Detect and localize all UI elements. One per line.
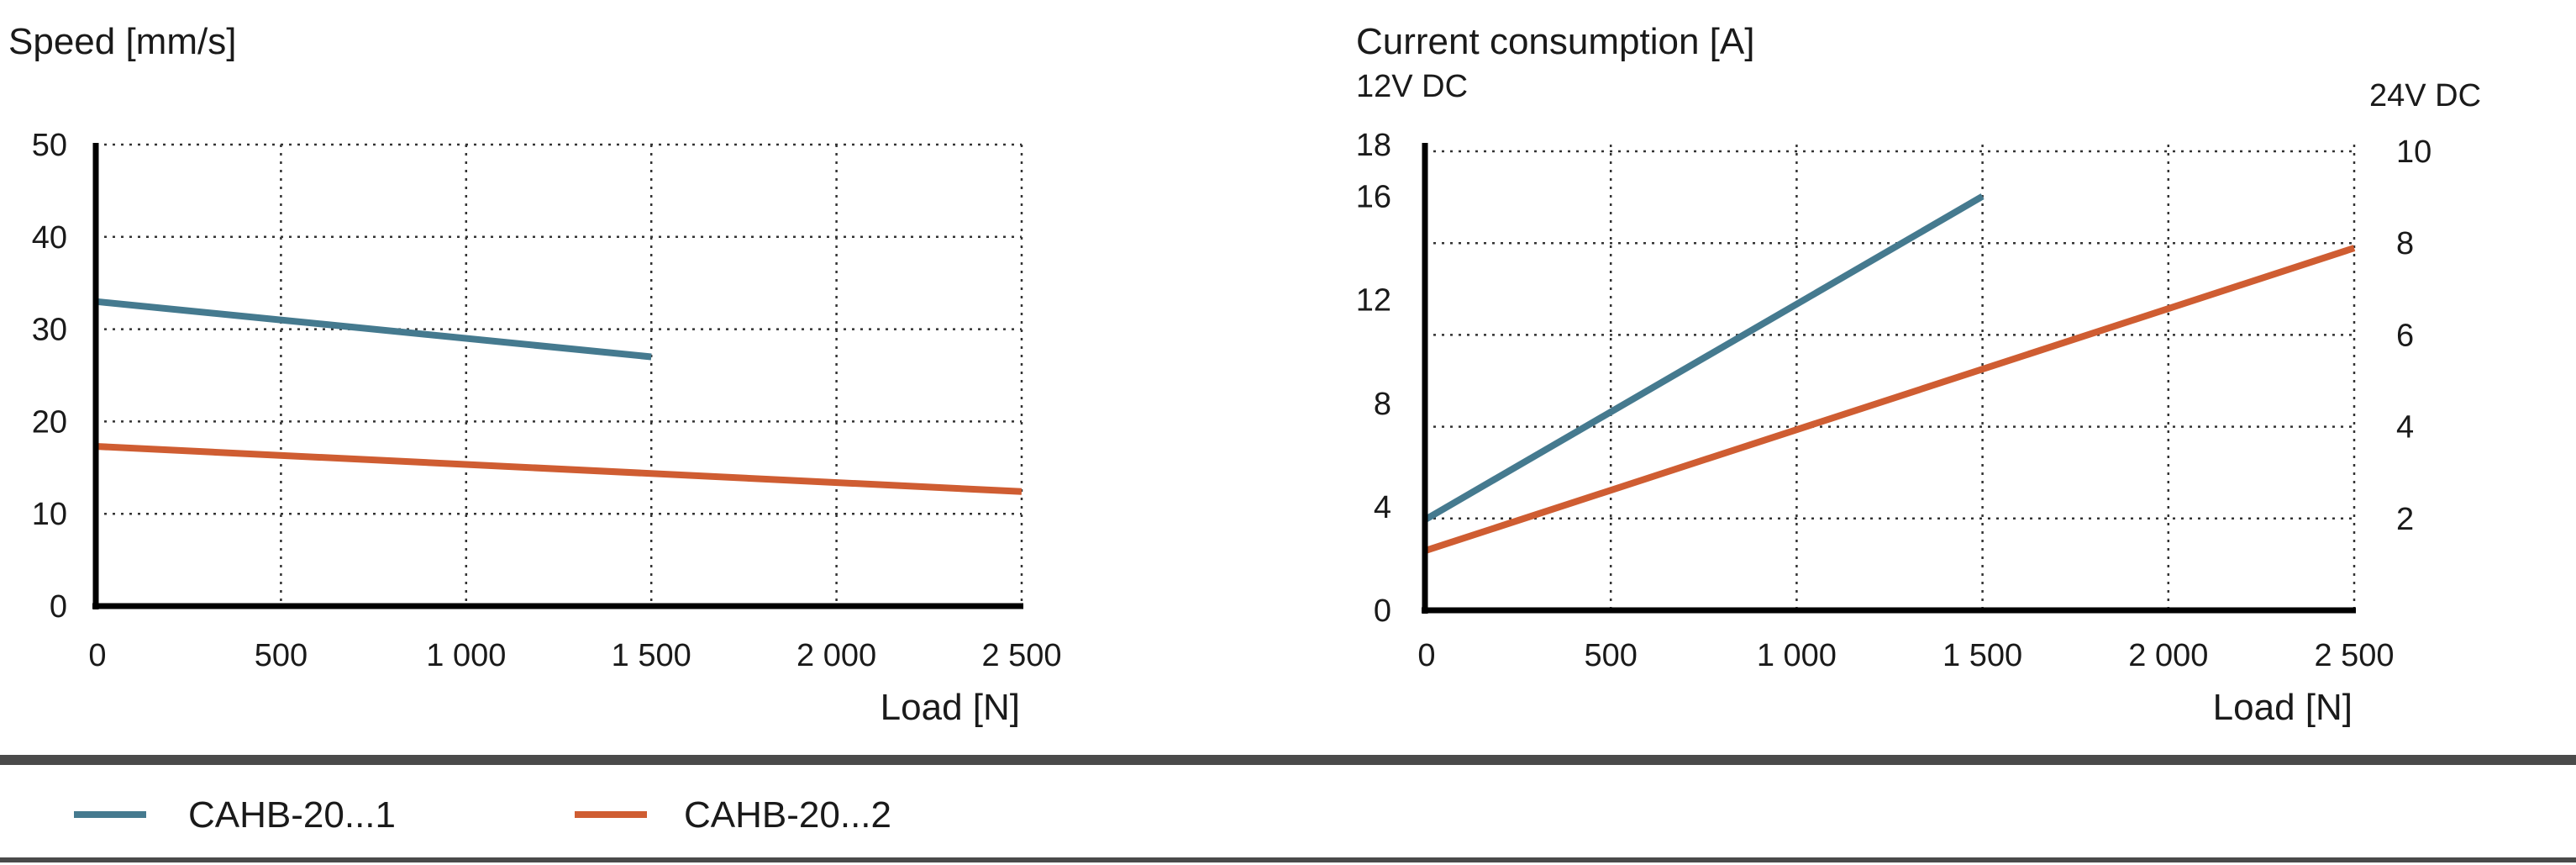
speed-x-tick-label: 500 bbox=[255, 638, 308, 673]
current-x-tick-label: 2 500 bbox=[2314, 638, 2394, 673]
current-right-y-tick-label: 4 bbox=[2396, 410, 2414, 446]
speed-y-tick-label: 30 bbox=[32, 313, 67, 348]
speed-chart-yticks: 0 10 20 30 40 50 bbox=[32, 128, 67, 625]
speed-x-tick-label: 0 bbox=[88, 638, 106, 673]
current-right-y-tick-label: 10 bbox=[2396, 134, 2431, 170]
speed-x-tick-label: 1 000 bbox=[426, 638, 506, 673]
speed-y-tick-label: 10 bbox=[32, 497, 67, 532]
speed-chart: Speed [mm/s] 0 10 20 30 40 50 0 500 1 000 1 500 2… bbox=[8, 21, 1062, 728]
current-x-axis-title: Load [N] bbox=[2213, 687, 2353, 728]
legend: CAHB-20...1 CAHB-20...2 bbox=[0, 755, 2576, 862]
legend-label-series-2: CAHB-20...2 bbox=[684, 794, 891, 836]
speed-y-tick-label: 40 bbox=[32, 220, 67, 256]
current-left-y-tick-label: 16 bbox=[1356, 180, 1391, 215]
current-chart-series bbox=[1422, 193, 2356, 555]
current-left-unit-label: 12V DC bbox=[1356, 69, 1468, 104]
speed-y-tick-label: 0 bbox=[50, 589, 67, 625]
speed-chart-axes bbox=[92, 143, 1023, 609]
speed-x-tick-label: 2 000 bbox=[796, 638, 876, 673]
current-series-line-2 bbox=[1423, 245, 2356, 555]
speed-series-line-2 bbox=[95, 443, 1023, 495]
current-chart-title: Current consumption [A] bbox=[1356, 21, 1754, 62]
speed-series-line-1 bbox=[95, 298, 652, 361]
speed-chart-series bbox=[95, 298, 1023, 495]
current-right-y-tick-label: 2 bbox=[2396, 502, 2414, 537]
speed-x-tick-label: 2 500 bbox=[981, 638, 1061, 673]
current-right-unit-label: 24V DC bbox=[2369, 78, 2481, 113]
current-chart-yticks-right: 2 4 6 8 10 bbox=[2396, 134, 2431, 537]
current-left-y-tick-label: 4 bbox=[1374, 490, 1391, 525]
current-left-y-tick-label: 12 bbox=[1356, 283, 1391, 319]
current-chart: Current consumption [A] 12V DC 24V DC 0 4… bbox=[1356, 21, 2481, 728]
speed-chart-xticks: 0 500 1 000 1 500 2 000 2 500 bbox=[88, 638, 1061, 673]
current-x-tick-label: 500 bbox=[1584, 638, 1637, 673]
legend-top-rule bbox=[0, 755, 2576, 765]
current-left-y-tick-label: 18 bbox=[1356, 128, 1391, 163]
current-right-y-tick-label: 8 bbox=[2396, 226, 2414, 261]
speed-chart-title: Speed [mm/s] bbox=[8, 21, 236, 62]
current-chart-yticks-left: 0 4 8 12 16 18 bbox=[1356, 128, 1391, 629]
current-x-tick-label: 1 500 bbox=[1943, 638, 2022, 673]
current-x-tick-label: 0 bbox=[1417, 638, 1435, 673]
speed-y-tick-label: 50 bbox=[32, 128, 67, 163]
current-left-y-tick-label: 8 bbox=[1374, 387, 1391, 422]
legend-bottom-rule bbox=[0, 857, 2576, 862]
current-right-y-tick-label: 6 bbox=[2396, 318, 2414, 353]
speed-y-tick-label: 20 bbox=[32, 404, 67, 440]
current-chart-axes bbox=[1422, 143, 2356, 614]
current-x-tick-label: 2 000 bbox=[2128, 638, 2208, 673]
current-left-y-tick-label: 0 bbox=[1374, 593, 1391, 629]
legend-label-series-1: CAHB-20...1 bbox=[188, 794, 396, 836]
current-chart-xticks: 0 500 1 000 1 500 2 000 2 500 bbox=[1417, 638, 2394, 673]
speed-x-axis-title: Load [N] bbox=[881, 687, 1020, 728]
current-x-tick-label: 1 000 bbox=[1757, 638, 1837, 673]
speed-x-tick-label: 1 500 bbox=[612, 638, 691, 673]
current-chart-grid bbox=[1425, 145, 2356, 610]
speed-chart-grid bbox=[96, 143, 1023, 606]
current-series-line-1 bbox=[1422, 193, 1985, 523]
